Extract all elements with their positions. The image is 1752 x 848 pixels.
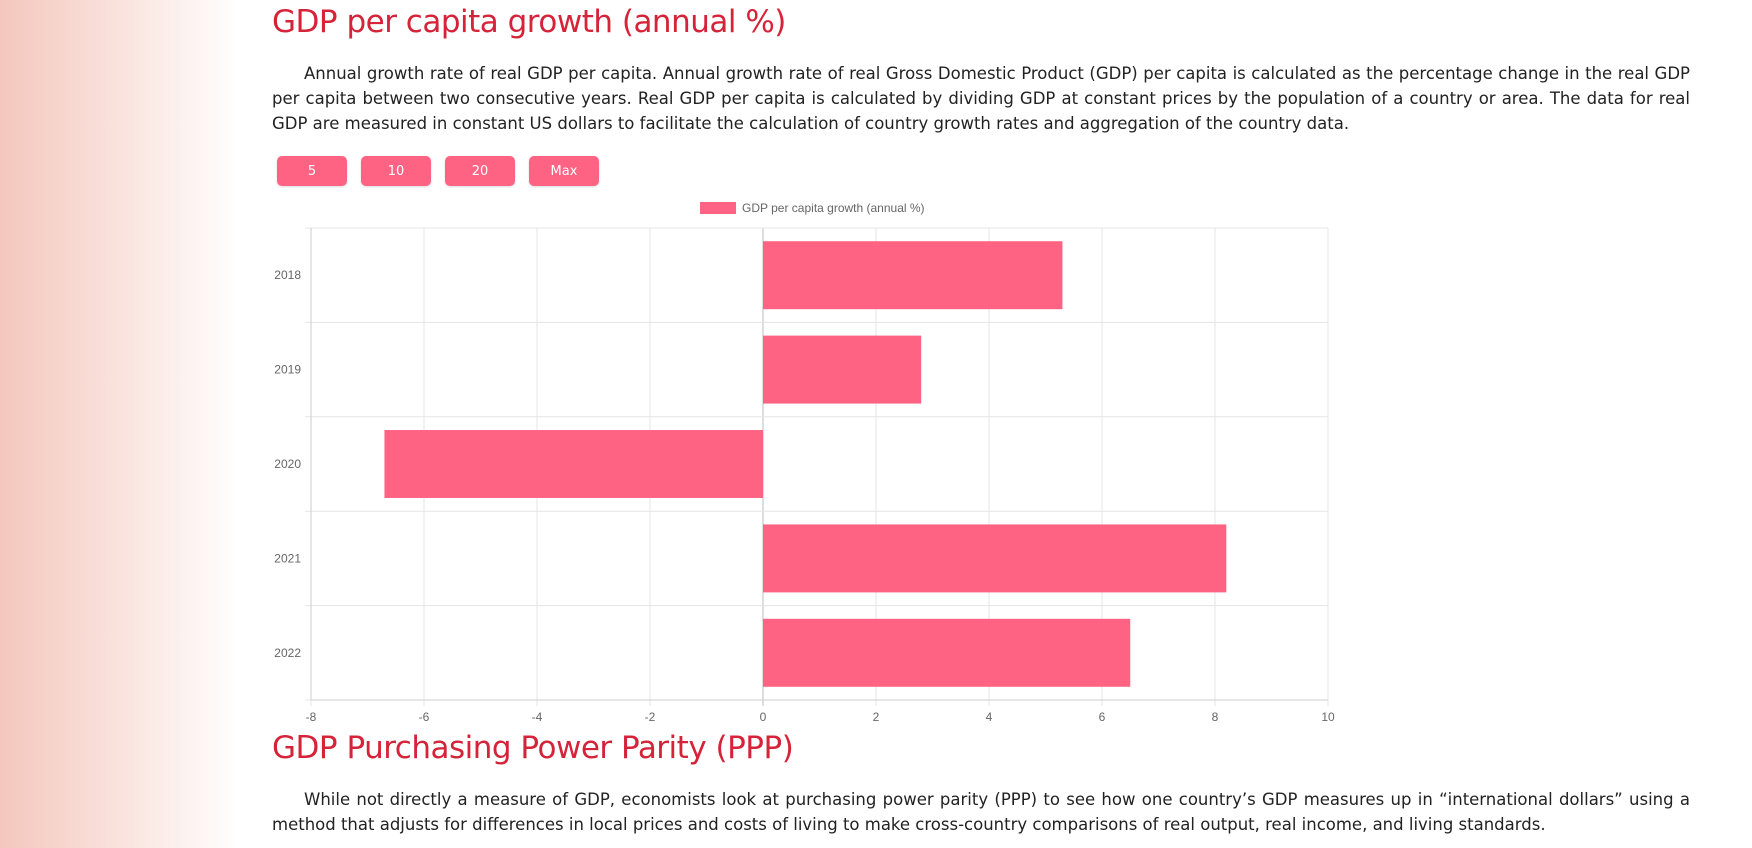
x-tick-label: 10: [1321, 710, 1335, 724]
bar-2019: [763, 335, 922, 404]
range-button-10[interactable]: 10: [361, 156, 431, 186]
x-tick-label: -2: [645, 710, 656, 724]
section-description-gdp-growth: Annual growth rate of real GDP per capit…: [272, 64, 1690, 133]
y-tick-label: 2019: [274, 363, 301, 377]
y-tick-label: 2021: [274, 551, 301, 565]
x-tick-label: -6: [419, 710, 430, 724]
gdp-growth-bar-chart: 2018 2019 2020 2021 2022 -8 -6 -4 -2 0 2 4 6 8 10 GDP p…: [274, 201, 1335, 724]
range-button-group: 5 10 20 Max: [277, 156, 599, 186]
range-button-5[interactable]: 5: [277, 156, 347, 186]
x-tick-label: 2: [873, 710, 880, 724]
range-button-max[interactable]: Max: [529, 156, 599, 186]
section-title-gdp-growth: GDP per capita growth (annual %): [272, 4, 786, 40]
x-tick-label: 8: [1212, 710, 1219, 724]
section-description-gdp-ppp: While not directly a measure of GDP, eco…: [272, 790, 1690, 834]
y-tick-label: 2022: [274, 646, 301, 660]
x-tick-label: 0: [760, 710, 767, 724]
x-tick-label: 6: [1099, 710, 1106, 724]
bar-2018: [763, 241, 1063, 310]
bar-2022: [763, 618, 1131, 687]
bar-2020: [384, 430, 763, 498]
x-tick-label: 4: [986, 710, 993, 724]
y-tick-label: 2018: [274, 268, 301, 282]
bar-2021: [763, 524, 1227, 593]
y-tick-label: 2020: [274, 457, 301, 471]
range-button-20[interactable]: 20: [445, 156, 515, 186]
legend-label: GDP per capita growth (annual %): [742, 201, 925, 215]
legend-swatch: [700, 202, 736, 214]
side-gradient: [0, 0, 240, 848]
section-title-gdp-ppp: GDP Purchasing Power Parity (PPP): [272, 730, 794, 766]
x-tick-label: -4: [532, 710, 543, 724]
x-tick-label: -8: [306, 710, 317, 724]
